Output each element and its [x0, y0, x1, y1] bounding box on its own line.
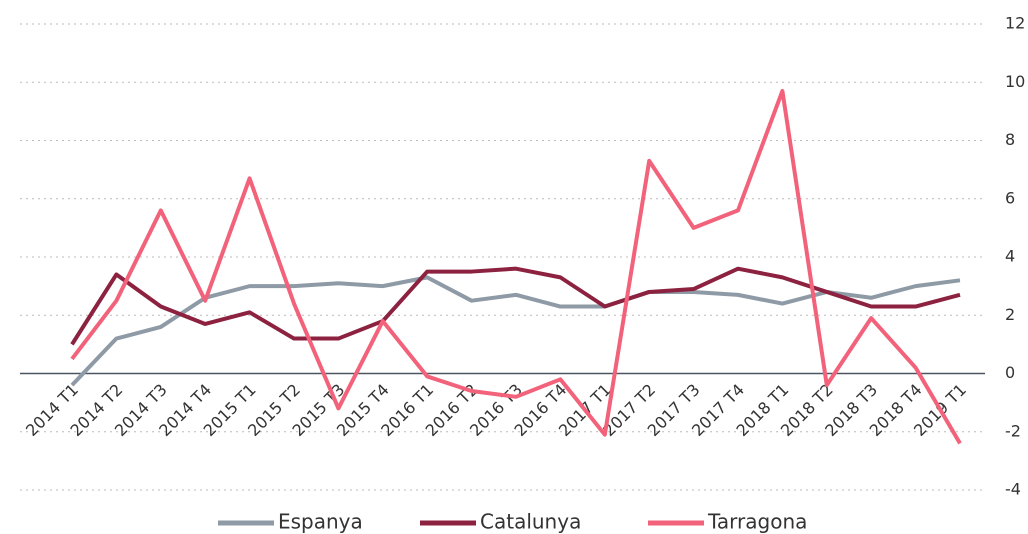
- y-tick-label: 0: [1005, 363, 1015, 382]
- y-tick-label: 10: [1005, 72, 1025, 91]
- series-line: [70, 266, 961, 346]
- y-tick-label: 12: [1005, 14, 1025, 33]
- legend-label: Tarragona: [707, 510, 807, 534]
- y-tick-label: 6: [1005, 188, 1015, 207]
- series-line: [70, 88, 962, 445]
- y-tick-label: 8: [1005, 130, 1015, 149]
- legend-label: Catalunya: [480, 510, 581, 534]
- y-tick-label: 4: [1005, 247, 1015, 266]
- legend-label: Espanya: [278, 510, 363, 534]
- y-tick-label: -4: [1005, 480, 1021, 499]
- y-tick-label: 2: [1005, 305, 1015, 324]
- y-tick-label: -2: [1005, 421, 1021, 440]
